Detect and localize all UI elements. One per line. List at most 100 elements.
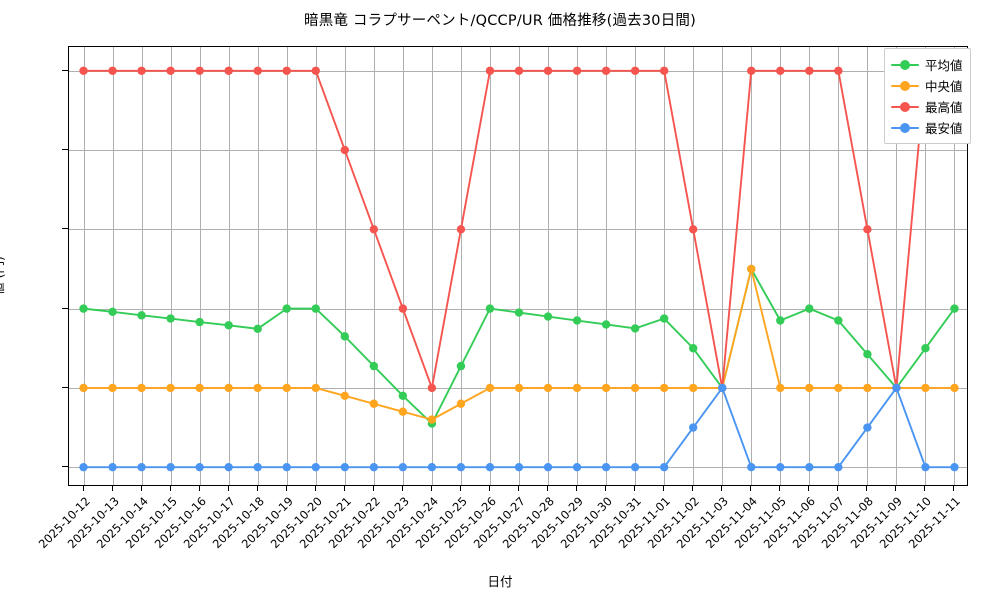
data-point bbox=[921, 344, 930, 353]
legend-item-3[interactable]: 最安値 bbox=[891, 117, 963, 138]
data-point bbox=[311, 66, 320, 75]
chart-legend: 平均値中央値最高値最安値 bbox=[884, 48, 971, 144]
y-tick-mark bbox=[62, 228, 68, 230]
data-point bbox=[224, 321, 233, 330]
x-tick-mark bbox=[256, 486, 258, 491]
data-point bbox=[514, 462, 524, 472]
x-tick-mark bbox=[198, 486, 200, 491]
x-tick-mark bbox=[82, 486, 84, 491]
gridline-horizontal bbox=[69, 150, 967, 152]
series-0 bbox=[79, 264, 959, 428]
gridline-vertical bbox=[896, 47, 898, 485]
gridline-vertical bbox=[257, 47, 259, 485]
x-tick-mark bbox=[953, 486, 955, 491]
gridline-vertical bbox=[635, 47, 637, 485]
gridline-vertical bbox=[315, 47, 317, 485]
data-point bbox=[659, 462, 669, 472]
data-point bbox=[224, 462, 233, 472]
data-point bbox=[834, 462, 843, 472]
data-point bbox=[659, 314, 669, 323]
x-tick-mark bbox=[750, 486, 752, 491]
x-tick-mark bbox=[285, 486, 287, 491]
data-point bbox=[747, 264, 756, 274]
data-point bbox=[834, 383, 843, 393]
data-point bbox=[369, 399, 379, 408]
data-point bbox=[921, 383, 930, 393]
gridline-vertical bbox=[838, 47, 840, 485]
data-point bbox=[340, 462, 350, 472]
data-point bbox=[340, 391, 350, 401]
gridline-vertical bbox=[722, 47, 724, 485]
gridline-vertical bbox=[519, 47, 520, 485]
data-point bbox=[253, 383, 262, 393]
data-point bbox=[863, 350, 872, 359]
data-point bbox=[311, 383, 320, 393]
data-point bbox=[485, 462, 495, 472]
data-point bbox=[369, 462, 379, 472]
data-point bbox=[601, 320, 611, 329]
y-tick-mark bbox=[62, 149, 68, 151]
data-point bbox=[950, 304, 959, 313]
x-tick-mark bbox=[779, 486, 781, 491]
y-tick-mark bbox=[62, 386, 68, 388]
data-point bbox=[485, 383, 495, 393]
data-point bbox=[166, 383, 175, 393]
gridline-vertical bbox=[286, 47, 288, 485]
gridline-vertical bbox=[460, 47, 462, 485]
data-point bbox=[514, 383, 524, 393]
x-tick-mark bbox=[634, 486, 636, 491]
data-point bbox=[456, 399, 466, 408]
data-point bbox=[456, 462, 466, 472]
data-point bbox=[950, 462, 959, 472]
gridline-vertical bbox=[489, 47, 491, 485]
y-axis-label: 値 (円) bbox=[0, 256, 6, 295]
gridline-vertical bbox=[112, 47, 114, 485]
series-layer bbox=[79, 66, 959, 472]
data-point bbox=[398, 304, 408, 313]
gridline-vertical bbox=[693, 47, 695, 485]
x-tick-mark bbox=[605, 486, 607, 491]
data-point bbox=[137, 66, 146, 75]
data-point bbox=[282, 462, 291, 472]
legend-label: 平均値 bbox=[925, 58, 963, 73]
legend-label: 最高値 bbox=[925, 100, 963, 115]
data-point bbox=[863, 423, 872, 432]
x-tick-mark bbox=[111, 486, 113, 491]
data-point bbox=[427, 462, 437, 472]
legend-swatch-icon bbox=[891, 100, 919, 114]
data-point bbox=[805, 304, 814, 313]
data-point bbox=[834, 316, 843, 325]
x-tick-mark bbox=[663, 486, 665, 491]
data-point bbox=[398, 407, 408, 416]
data-point bbox=[166, 462, 175, 472]
data-point bbox=[398, 391, 408, 401]
x-tick-mark bbox=[576, 486, 578, 491]
data-point bbox=[195, 462, 204, 472]
legend-swatch-icon bbox=[891, 58, 919, 72]
gridline-vertical bbox=[867, 47, 869, 485]
data-point bbox=[601, 66, 611, 75]
data-point bbox=[805, 66, 814, 75]
series-2 bbox=[79, 66, 959, 393]
gridline-vertical bbox=[344, 47, 346, 485]
gridline-vertical bbox=[373, 47, 375, 485]
data-point bbox=[166, 66, 175, 75]
x-tick-mark bbox=[895, 486, 897, 491]
legend-swatch-icon bbox=[891, 79, 919, 93]
data-point bbox=[543, 383, 553, 393]
data-point bbox=[659, 66, 669, 75]
data-point bbox=[137, 311, 146, 320]
data-point bbox=[514, 66, 524, 75]
x-tick-mark bbox=[547, 486, 549, 491]
data-point bbox=[630, 66, 640, 75]
data-point bbox=[601, 462, 611, 472]
legend-item-1[interactable]: 中央値 bbox=[891, 75, 963, 96]
legend-item-0[interactable]: 平均値 bbox=[891, 54, 963, 75]
data-point bbox=[776, 383, 785, 393]
gridline-vertical bbox=[402, 47, 404, 485]
data-point bbox=[108, 383, 117, 393]
data-point bbox=[688, 383, 698, 393]
legend-item-2[interactable]: 最高値 bbox=[891, 96, 963, 117]
series-line bbox=[82, 69, 956, 389]
gridline-vertical bbox=[925, 47, 927, 485]
